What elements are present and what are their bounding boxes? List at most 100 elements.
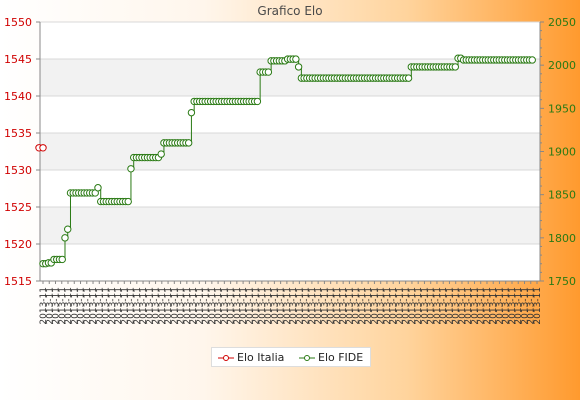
y-right-tick-label: 2000 — [548, 59, 576, 72]
y-left-tick-label: 1515 — [4, 275, 32, 288]
data-point-elo-fide — [404, 74, 413, 82]
x-tick-label: 2013-11 — [202, 287, 212, 325]
x-tick-label: 2013-11 — [514, 287, 524, 325]
x-tick-label: 2013-11 — [133, 287, 143, 325]
data-point-elo-fide — [294, 63, 303, 71]
y-left-tick-label: 1545 — [4, 53, 32, 66]
y-left-tick-label: 1520 — [4, 238, 32, 251]
data-point-elo-fide — [64, 225, 72, 233]
x-tick-label: 2013-11 — [108, 287, 118, 325]
x-tick-label: 2013-11 — [495, 287, 505, 325]
x-tick-label: 2013-11 — [208, 287, 218, 325]
data-point-elo-fide — [127, 165, 135, 173]
x-tick-label: 2013-11 — [508, 287, 518, 325]
y-left-tick-label: 1535 — [4, 127, 32, 140]
x-tick-label: 2013-11 — [420, 287, 430, 325]
x-tick-label: 2013-11 — [152, 287, 162, 325]
legend-label-elo-fide: Elo FIDE — [318, 351, 364, 364]
x-tick-label: 2013-11 — [245, 287, 255, 325]
x-tick-label: 2013-11 — [120, 287, 130, 325]
x-tick-label: 2013-11 — [214, 287, 224, 325]
x-tick-label: 2013-11 — [58, 287, 68, 325]
x-tick-label: 2013-11 — [370, 287, 380, 325]
y-left-tick-label: 1530 — [4, 164, 32, 177]
x-tick-label: 2013-11 — [77, 287, 87, 325]
x-tick-label: 2013-11 — [477, 287, 487, 325]
x-tick-label: 2013-11 — [383, 287, 393, 325]
x-tick-label: 2013-11 — [264, 287, 274, 325]
y-right-tick-label: 1750 — [548, 275, 576, 288]
x-tick-label: 2013-11 — [483, 287, 493, 325]
data-point-elo-fide — [264, 68, 273, 76]
x-tick-label: 2013-11 — [127, 287, 137, 325]
x-tick-label: 2013-11 — [527, 287, 537, 325]
data-point-elo-fide — [184, 139, 193, 147]
x-tick-label: 2013-11 — [345, 287, 355, 325]
legend-swatch-elo-italia — [218, 355, 234, 361]
x-tick-label: 2013-11 — [283, 287, 293, 325]
x-tick-label: 2013-11 — [502, 287, 512, 325]
data-point-elo-fide — [157, 150, 165, 158]
x-tick-label: 2013-11 — [308, 287, 318, 325]
x-tick-label: 2013-11 — [339, 287, 349, 325]
x-tick-label: 2013-11 — [114, 287, 124, 325]
x-tick-label: 2013-11 — [464, 287, 474, 325]
x-tick-label: 2013-11 — [489, 287, 499, 325]
y-left-tick-label: 1550 — [4, 16, 32, 29]
x-tick-label: 2013-11 — [227, 287, 237, 325]
x-tick-label: 2013-11 — [445, 287, 455, 325]
grid-band — [40, 59, 540, 96]
legend-swatch-elo-fide — [299, 355, 315, 361]
y-right-tick-label: 1950 — [548, 102, 576, 115]
x-tick-label: 2013-11 — [177, 287, 187, 325]
x-tick-label: 2013-11 — [52, 287, 62, 325]
x-tick-label: 2013-11 — [164, 287, 174, 325]
x-tick-label: 2013-11 — [39, 287, 49, 325]
data-point-elo-fide — [292, 55, 300, 63]
x-tick-label: 2013-11 — [427, 287, 437, 325]
x-tick-label: 2013-11 — [314, 287, 324, 325]
x-tick-label: 2013-11 — [239, 287, 249, 325]
x-tick-label: 2013-11 — [189, 287, 199, 325]
x-tick-label: 2013-11 — [327, 287, 337, 325]
chart-legend: Elo Italia Elo FIDE — [211, 347, 371, 367]
x-tick-label: 2013-11 — [320, 287, 330, 325]
x-tick-label: 2013-11 — [233, 287, 243, 325]
y-right-tick-label: 2050 — [548, 16, 576, 29]
x-tick-label: 2013-11 — [414, 287, 424, 325]
data-point-elo-fide — [61, 234, 69, 242]
x-tick-label: 2013-11 — [408, 287, 418, 325]
y-right-tick-label: 1850 — [548, 189, 576, 202]
x-tick-label: 2013-11 — [220, 287, 230, 325]
x-tick-label: 2013-11 — [277, 287, 287, 325]
x-tick-label: 2013-11 — [389, 287, 399, 325]
x-tick-label: 2013-11 — [520, 287, 530, 325]
x-tick-label: 2013-11 — [258, 287, 268, 325]
x-tick-label: 2013-11 — [64, 287, 74, 325]
y-left-tick-label: 1525 — [4, 201, 32, 214]
x-tick-label: 2013-11 — [433, 287, 443, 325]
legend-label-elo-italia: Elo Italia — [237, 351, 285, 364]
data-point-elo-italia — [39, 144, 47, 152]
x-tick-label: 2013-11 — [302, 287, 312, 325]
x-tick-label: 2013-11 — [270, 287, 280, 325]
data-point-elo-fide — [187, 108, 196, 117]
x-tick-label: 2013-11 — [289, 287, 299, 325]
x-tick-label: 2013-11 — [352, 287, 362, 325]
x-tick-label: 2013-11 — [333, 287, 343, 325]
x-tick-label: 2013-11 — [470, 287, 480, 325]
data-point-elo-fide — [451, 63, 459, 71]
grid-band — [40, 133, 540, 170]
x-tick-label: 2013-11 — [183, 287, 193, 325]
x-tick-label: 2013-11 — [195, 287, 205, 325]
data-point-elo-fide — [124, 197, 132, 206]
x-tick-label: 2013-11 — [452, 287, 462, 325]
x-tick-label: 2013-11 — [377, 287, 387, 325]
x-tick-label: 2013-11 — [395, 287, 405, 325]
data-point-elo-fide — [528, 56, 536, 64]
chart-title: Grafico Elo — [257, 4, 323, 18]
x-tick-label: 2013-11 — [533, 287, 543, 325]
x-tick-label: 2013-11 — [102, 287, 112, 325]
x-tick-label: 2013-11 — [295, 287, 305, 325]
